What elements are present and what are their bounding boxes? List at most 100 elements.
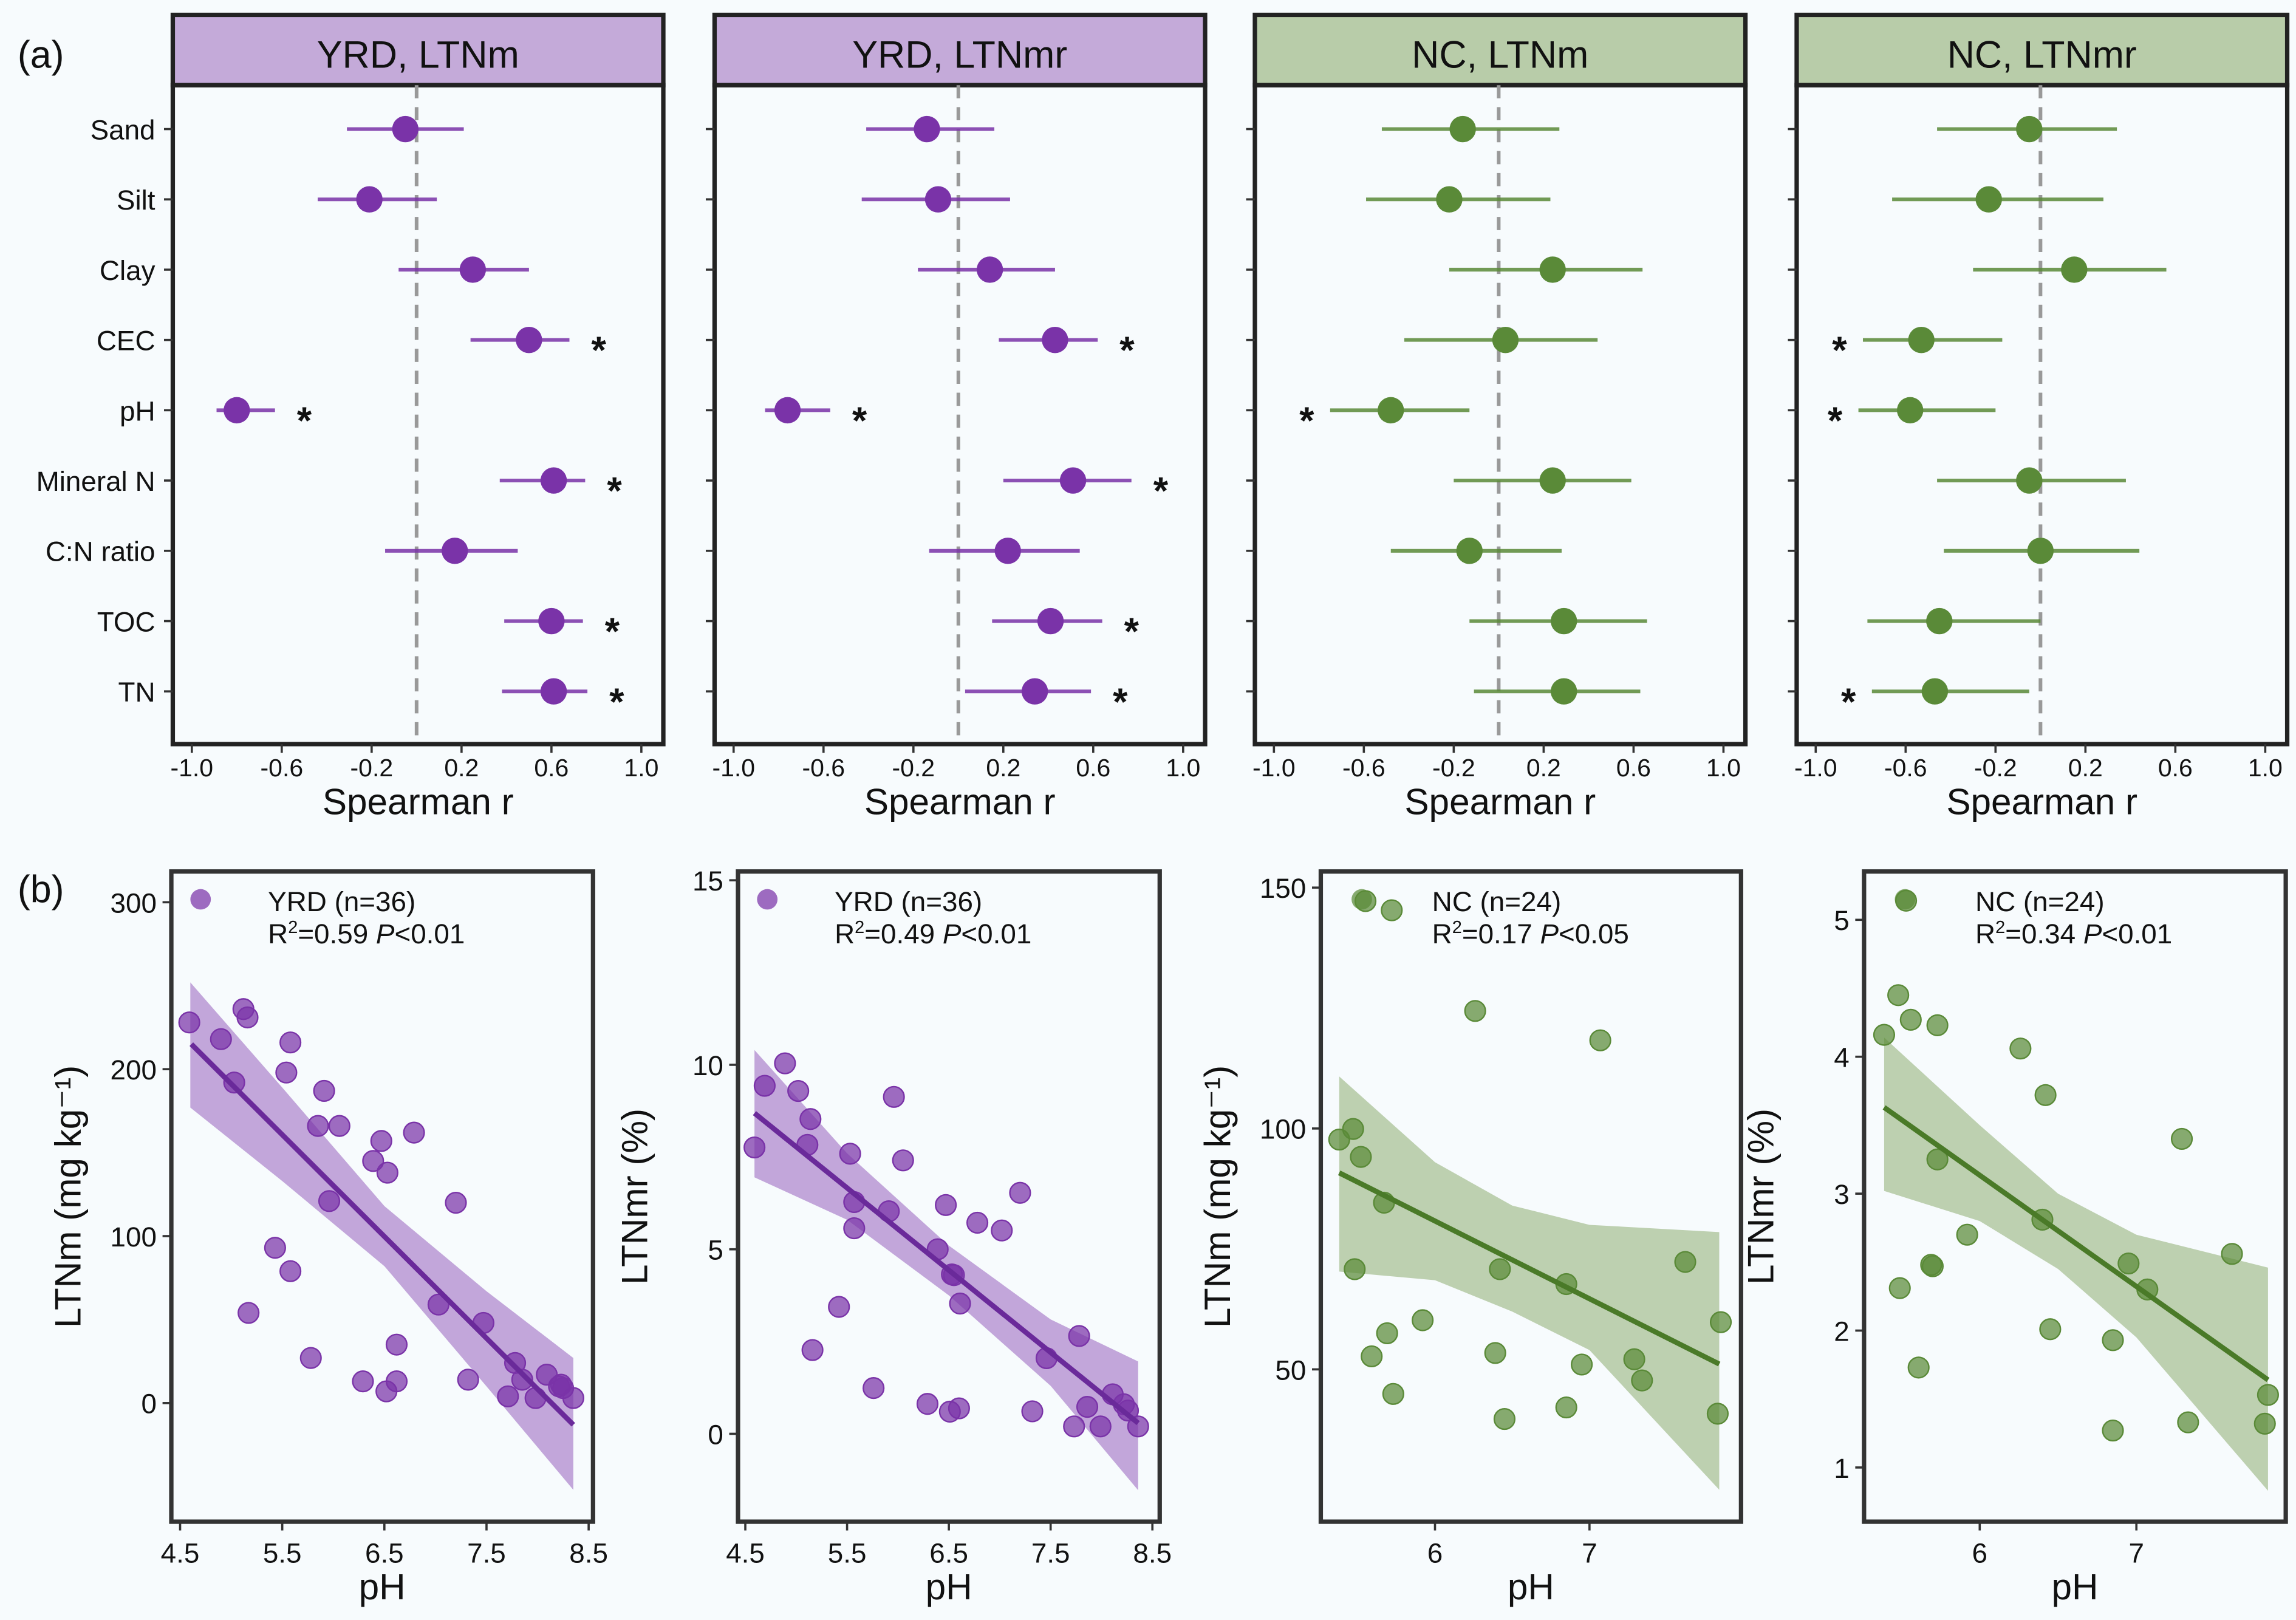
significance-star: * xyxy=(1841,681,1856,723)
estimate-point xyxy=(1378,397,1404,424)
estimate-point xyxy=(2016,467,2043,494)
estimate-point xyxy=(356,186,383,213)
plot-frame xyxy=(1318,869,1743,1524)
y-axis-label: LTNm (mg kg⁻¹) xyxy=(47,1065,89,1328)
data-point xyxy=(743,1136,766,1159)
data-point xyxy=(1706,1403,1729,1425)
r2-superscript: 2 xyxy=(1452,918,1462,937)
x-tick-label: 1.0 xyxy=(1706,754,1741,782)
data-point xyxy=(828,1296,850,1318)
category-label: Mineral N xyxy=(36,466,155,497)
data-point xyxy=(403,1121,425,1144)
r2-value: =0.49 xyxy=(864,918,943,949)
data-point xyxy=(1464,1000,1486,1022)
x-tick-label: -1.0 xyxy=(1794,754,1837,782)
significance-star: * xyxy=(607,470,622,513)
x-tick-label: -1.0 xyxy=(1252,754,1296,782)
x-tick-label: 1.0 xyxy=(2248,754,2283,782)
data-point xyxy=(1956,1223,1978,1246)
r2-value: =0.34 xyxy=(2005,918,2083,949)
significance-star: * xyxy=(1153,470,1169,513)
y-axis-label: LTNmr (%) xyxy=(614,1109,655,1285)
estimate-point xyxy=(1042,326,1068,354)
scatter-panel-1: YRD (n=36)R2=0.59 P<0.01 4.5 5.5 6.5 7.5 8.5 0… xyxy=(47,869,608,1607)
x-axis-label: pH xyxy=(1508,1566,1554,1607)
r2-value: =0.17 xyxy=(1462,918,1540,949)
x-tick-label: 8.5 xyxy=(569,1538,608,1569)
y-tick-label: 5 xyxy=(708,1235,723,1266)
data-point xyxy=(370,1130,392,1152)
x-axis-label: Spearman r xyxy=(864,781,1056,822)
strip-title: NC, LTNmr xyxy=(1947,33,2137,76)
data-point xyxy=(863,1377,885,1400)
data-point xyxy=(1926,1148,1949,1171)
regression-line xyxy=(1338,1171,1721,1367)
legend-marker xyxy=(190,889,211,910)
data-point xyxy=(2170,1127,2193,1150)
estimate-point xyxy=(1921,678,1949,705)
x-tick-label: -0.6 xyxy=(1342,754,1385,782)
data-point xyxy=(799,1108,822,1130)
estimate-point xyxy=(1492,326,1519,354)
significance-star: * xyxy=(1113,681,1128,723)
y-axis-label: LTNmr (%) xyxy=(1740,1109,1781,1285)
x-tick-label: 4.5 xyxy=(161,1538,200,1569)
data-point xyxy=(1376,1322,1398,1344)
estimate-point xyxy=(1926,607,1953,635)
r2-value: =0.59 xyxy=(298,918,376,949)
data-point xyxy=(1674,1251,1696,1273)
estimate-point xyxy=(1539,256,1566,283)
data-point xyxy=(935,1194,957,1216)
x-tick-label: 7 xyxy=(2128,1538,2144,1569)
data-point xyxy=(352,1370,374,1393)
estimate-point xyxy=(1059,467,1087,494)
confidence-band xyxy=(1339,1076,1720,1490)
x-tick-label: 5.5 xyxy=(828,1538,867,1569)
stats-annotation: R2=0.34 P<0.01 xyxy=(1975,918,2172,949)
data-point xyxy=(949,1292,971,1315)
significance-star: * xyxy=(1832,329,1847,372)
data-point xyxy=(787,1080,810,1102)
x-tick-label: 0.6 xyxy=(1616,754,1651,782)
estimate-point xyxy=(994,538,1021,564)
estimate-point xyxy=(1897,397,1924,424)
data-point xyxy=(1382,1382,1404,1405)
estimate-point xyxy=(924,186,952,213)
data-point xyxy=(236,1006,259,1029)
strip-header xyxy=(712,12,1208,87)
confidence-band xyxy=(1884,1037,2268,1491)
data-point xyxy=(1116,1400,1139,1422)
estimate-point xyxy=(2016,115,2043,143)
p-label: P xyxy=(2083,918,2102,949)
estimate-point xyxy=(224,397,250,424)
significance-star: * xyxy=(297,400,312,442)
data-point xyxy=(916,1393,939,1415)
data-point xyxy=(2102,1419,2124,1442)
data-point xyxy=(1009,1181,1031,1204)
x-tick-label: -0.2 xyxy=(1974,754,2017,782)
stats-annotation: R2=0.17 P<0.05 xyxy=(1432,918,1629,949)
data-point xyxy=(991,1219,1013,1242)
p-value: <0.05 xyxy=(1559,918,1629,949)
data-point xyxy=(883,1085,905,1108)
x-tick-label: 7 xyxy=(1582,1538,1597,1569)
data-point xyxy=(2039,1318,2062,1341)
significance-star: * xyxy=(1119,329,1135,372)
legend-label: NC (n=24) xyxy=(1432,886,1562,917)
y-axis-label: LTNm (mg kg⁻¹) xyxy=(1197,1065,1238,1328)
x-axis-label: pH xyxy=(2051,1566,2098,1607)
data-point xyxy=(2253,1412,2276,1435)
y-tick-label: 3 xyxy=(1834,1179,1849,1210)
data-point xyxy=(385,1370,408,1393)
y-tick-label: 50 xyxy=(1275,1355,1306,1386)
legend-label: YRD (n=36) xyxy=(835,886,982,917)
category-label: Clay xyxy=(100,255,155,286)
estimate-point xyxy=(516,326,542,354)
data-point xyxy=(2177,1411,2199,1434)
data-point xyxy=(178,1011,200,1034)
panel-label-a: (a) xyxy=(18,33,64,76)
y-tick-label: 200 xyxy=(111,1054,157,1085)
x-tick-label: 7.5 xyxy=(1031,1538,1070,1569)
r2-superscript: 2 xyxy=(855,918,864,937)
x-tick-label: 6.5 xyxy=(929,1538,968,1569)
